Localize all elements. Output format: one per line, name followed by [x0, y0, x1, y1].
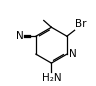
Text: N: N — [69, 49, 77, 59]
Text: H₂N: H₂N — [42, 73, 61, 83]
Text: N: N — [16, 31, 24, 41]
Text: Br: Br — [75, 19, 87, 29]
